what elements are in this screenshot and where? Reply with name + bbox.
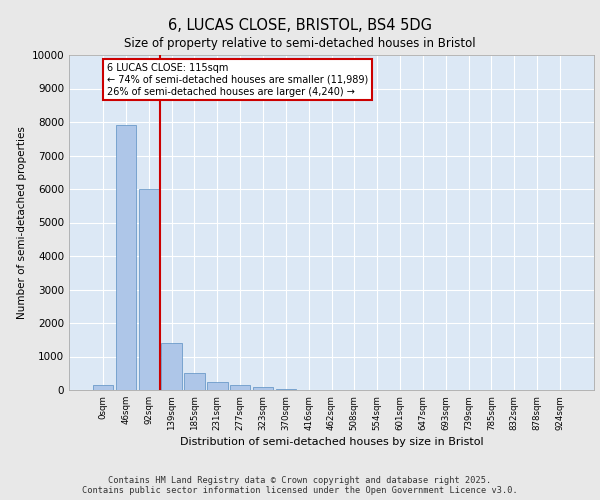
Bar [184, 373, 205, 390]
Bar [161, 343, 182, 390]
Bar [207, 382, 227, 390]
Bar [116, 126, 136, 390]
Bar [93, 385, 113, 390]
Text: 6, LUCAS CLOSE, BRISTOL, BS4 5DG: 6, LUCAS CLOSE, BRISTOL, BS4 5DG [168, 18, 432, 32]
Text: Contains HM Land Registry data © Crown copyright and database right 2025.
Contai: Contains HM Land Registry data © Crown c… [82, 476, 518, 495]
Bar [253, 388, 273, 390]
Bar [275, 389, 296, 390]
X-axis label: Distribution of semi-detached houses by size in Bristol: Distribution of semi-detached houses by … [179, 436, 484, 446]
Bar [230, 384, 250, 390]
Text: 6 LUCAS CLOSE: 115sqm
← 74% of semi-detached houses are smaller (11,989)
26% of : 6 LUCAS CLOSE: 115sqm ← 74% of semi-deta… [107, 64, 368, 96]
Text: Size of property relative to semi-detached houses in Bristol: Size of property relative to semi-detach… [124, 38, 476, 51]
Bar [139, 189, 159, 390]
Y-axis label: Number of semi-detached properties: Number of semi-detached properties [17, 126, 28, 319]
